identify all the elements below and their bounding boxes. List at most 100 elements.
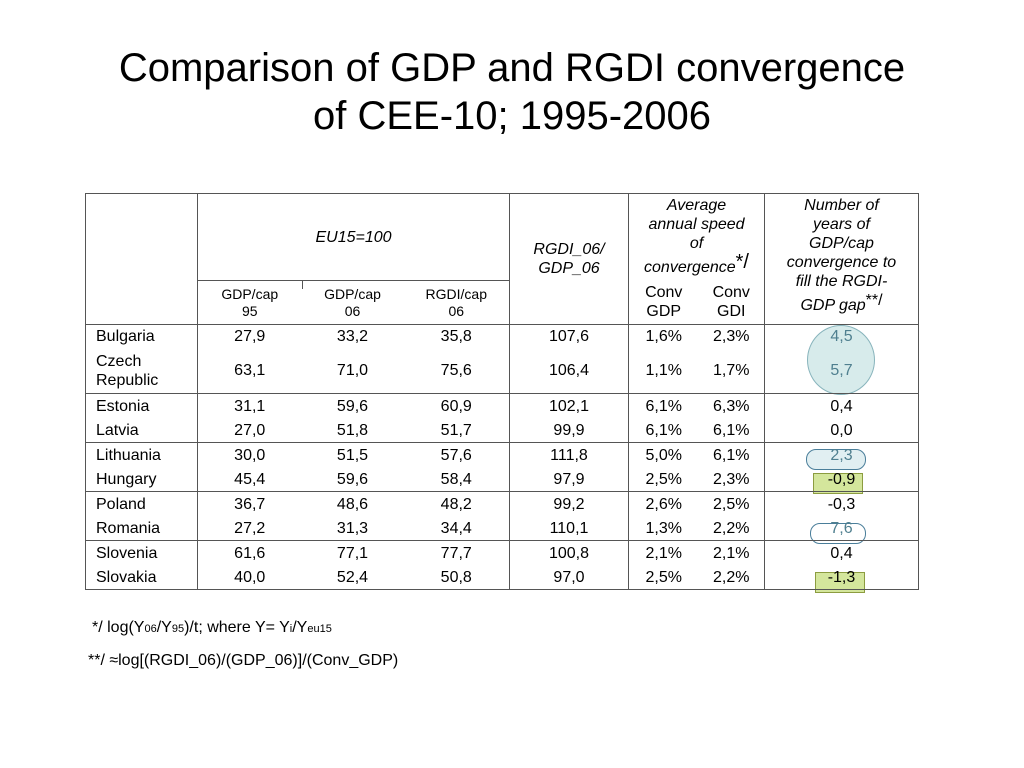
gdp06-cell: 48,6 xyxy=(301,491,404,517)
conv-gdp-cell: 2,6% xyxy=(628,491,699,517)
slide-title: Comparison of GDP and RGDI convergence o… xyxy=(0,44,1024,140)
gdp95-cell: 36,7 xyxy=(197,491,302,517)
years-cell: 7,6 xyxy=(764,516,919,541)
rgdi06-cell: 58,4 xyxy=(440,470,472,488)
table-row-poland: Poland 36,7 48,6 48,2 99,2 2,6% 2,5% -0,… xyxy=(85,491,919,517)
ratio-cell: 97,9 xyxy=(509,467,629,492)
years-cell: 4,5 xyxy=(764,324,919,349)
header-divider-tick xyxy=(302,280,303,289)
table-row-slovakia: Slovakia 40,0 52,4 50,8 97,0 2,5% 2,2% -… xyxy=(85,565,919,590)
conv-gdp-cell: 1,6% xyxy=(628,324,699,349)
subheader-conv-gdi: Conv GDI xyxy=(712,284,750,321)
conv-gdp-cell: 5,0% xyxy=(628,442,699,468)
years-cell: -1,3 xyxy=(764,565,919,590)
header-years: Number of years of GDP/cap convergence t… xyxy=(764,193,919,325)
gdp95-cell: 63,1 xyxy=(234,362,266,380)
gdp06-cell: 59,6 xyxy=(336,470,369,488)
header-years-line6: GDP gap xyxy=(800,297,866,314)
gdp06-cell: 51,5 xyxy=(301,442,404,468)
gdp06-cell: 77,1 xyxy=(301,540,404,566)
header-speed-line3: of xyxy=(689,235,704,252)
gdp06-cell: 71,0 xyxy=(336,362,369,380)
header-years-mark: **/ xyxy=(865,292,883,309)
ratio-cell: 97,0 xyxy=(509,565,629,590)
title-line-1: Comparison of GDP and RGDI convergence xyxy=(118,46,906,90)
header-years-line1: Number of xyxy=(804,197,879,214)
ratio-cell: 106,4 xyxy=(509,348,629,394)
conv-gdi-cell: 6,3% xyxy=(698,393,765,419)
ratio-cell: 99,2 xyxy=(509,491,629,517)
header-speed-line2: annual speed xyxy=(648,216,745,233)
ratio-cell: 110,1 xyxy=(509,516,629,541)
years-cell: 5,7 xyxy=(764,348,919,394)
gdp06-cell: 31,3 xyxy=(336,519,369,537)
subheader-gdp95: GDP/cap 95 xyxy=(221,285,279,319)
country-cell: Romania xyxy=(85,516,198,541)
conv-gdp-cell: 6,1% xyxy=(645,421,682,439)
country-cell: Estonia xyxy=(85,393,198,419)
years-cell: -0,3 xyxy=(764,491,919,517)
ratio-cell: 99,9 xyxy=(509,418,629,443)
ratio-cell: 111,8 xyxy=(509,442,629,468)
footnote-1: */ log(Y06/Y95)/t; where Y= Yi/Yeu15 xyxy=(92,619,332,636)
header-ratio: RGDI_06/ GDP_06 xyxy=(509,193,629,325)
conv-gdi-cell: 2,2% xyxy=(698,565,765,590)
rgdi06-cell: 34,4 xyxy=(440,519,472,537)
conv-gdp-cell: 1,1% xyxy=(645,362,682,380)
country-cell: Poland xyxy=(85,491,198,517)
conv-gdp-cell: 1,3% xyxy=(645,519,682,537)
header-years-line4: convergence to xyxy=(786,254,897,271)
country-cell: Latvia xyxy=(85,418,198,443)
conv-gdp-cell: 2,1% xyxy=(628,540,699,566)
gdp95-cell: 31,1 xyxy=(197,393,302,419)
conv-gdp-cell: 2,5% xyxy=(645,470,682,488)
rgdi06-cell: 60,9 xyxy=(403,393,510,419)
years-cell: 0,4 xyxy=(764,540,919,566)
conv-gdi-cell: 2,3% xyxy=(713,470,750,488)
country-cell: Slovenia xyxy=(85,540,198,566)
header-ratio-line2: GDP_06 xyxy=(538,260,600,277)
table-row-bulgaria: Bulgaria 27,9 33,2 35,8 107,6 1,6% 2,3% … xyxy=(85,324,919,349)
header-ratio-line1: RGDI_06/ xyxy=(533,241,605,258)
conv-gdp-cell: 6,1% xyxy=(628,393,699,419)
rgdi06-cell: 75,6 xyxy=(440,362,472,380)
conv-gdi-cell: 2,1% xyxy=(698,540,765,566)
years-cell: 0,4 xyxy=(764,393,919,419)
rgdi06-cell: 77,7 xyxy=(403,540,510,566)
conv-gdi-cell: 1,7% xyxy=(713,362,750,380)
years-cell: 2,3 xyxy=(764,442,919,468)
comparison-table: EU15=100 RGDI_06/ GDP_06 Average annual … xyxy=(85,193,919,590)
gdp95-cell: 61,6 xyxy=(197,540,302,566)
ratio-cell: 102,1 xyxy=(509,393,629,419)
gdp95-cell: 40,0 xyxy=(197,565,302,590)
years-cell: 0,0 xyxy=(764,418,919,443)
table-row-latvia: Latvia 27,0 51,8 51,7 99,9 6,1% 6,1% 0,0 xyxy=(85,418,919,443)
ratio-cell: 107,6 xyxy=(509,324,629,349)
country-cell: Bulgaria xyxy=(85,324,198,349)
country-cell: Czech Republic xyxy=(85,348,198,394)
header-corner xyxy=(85,193,198,325)
gdp06-cell: 33,2 xyxy=(301,324,404,349)
table-row-slovenia: Slovenia 61,6 77,1 77,7 100,8 2,1% 2,1% … xyxy=(85,540,919,566)
years-cell: -0,9 xyxy=(764,467,919,492)
table-row-estonia: Estonia 31,1 59,6 60,9 102,1 6,1% 6,3% 0… xyxy=(85,393,919,419)
header-speed-line1: Average xyxy=(666,197,727,214)
gdp95-cell: 45,4 xyxy=(234,470,266,488)
table-row-hungary: Hungary 45,4 59,6 58,4 97,9 2,5% 2,3% -0… xyxy=(85,467,919,492)
header-years-line2: years of xyxy=(813,216,870,233)
gdp95-cell: 30,0 xyxy=(197,442,302,468)
header-speed: Average annual speed of convergence*/ xyxy=(628,193,765,281)
gdp95-cell: 27,0 xyxy=(234,421,266,439)
header-eu15: EU15=100 xyxy=(197,193,510,281)
rgdi06-cell: 48,2 xyxy=(403,491,510,517)
conv-gdi-cell: 6,1% xyxy=(698,442,765,468)
subheader-conv-gdp: Conv GDP xyxy=(645,284,683,321)
gdp06-cell: 52,4 xyxy=(301,565,404,590)
table-row-lithuania: Lithuania 30,0 51,5 57,6 111,8 5,0% 6,1%… xyxy=(85,442,919,468)
subheader-rgdi06: RGDI/cap 06 xyxy=(425,285,487,319)
footnote-2: **/ ≈log[(RGDI_06)/(GDP_06)]/(Conv_GDP) xyxy=(88,652,399,669)
country-cell: Slovakia xyxy=(85,565,198,590)
ratio-cell: 100,8 xyxy=(509,540,629,566)
rgdi06-cell: 51,7 xyxy=(440,421,472,439)
header-speed-mark: */ xyxy=(735,251,749,273)
